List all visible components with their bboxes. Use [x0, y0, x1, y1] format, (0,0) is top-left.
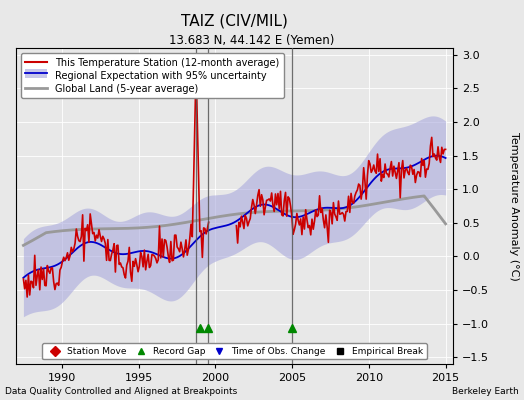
Y-axis label: Temperature Anomaly (°C): Temperature Anomaly (°C) — [509, 132, 519, 280]
Legend: Station Move, Record Gap, Time of Obs. Change, Empirical Break: Station Move, Record Gap, Time of Obs. C… — [42, 343, 427, 360]
Title: TAIZ (CIV/MIL): TAIZ (CIV/MIL) — [181, 14, 288, 29]
Text: Data Quality Controlled and Aligned at Breakpoints: Data Quality Controlled and Aligned at B… — [5, 387, 237, 396]
Text: 13.683 N, 44.142 E (Yemen): 13.683 N, 44.142 E (Yemen) — [169, 34, 334, 47]
Text: Berkeley Earth: Berkeley Earth — [452, 387, 519, 396]
